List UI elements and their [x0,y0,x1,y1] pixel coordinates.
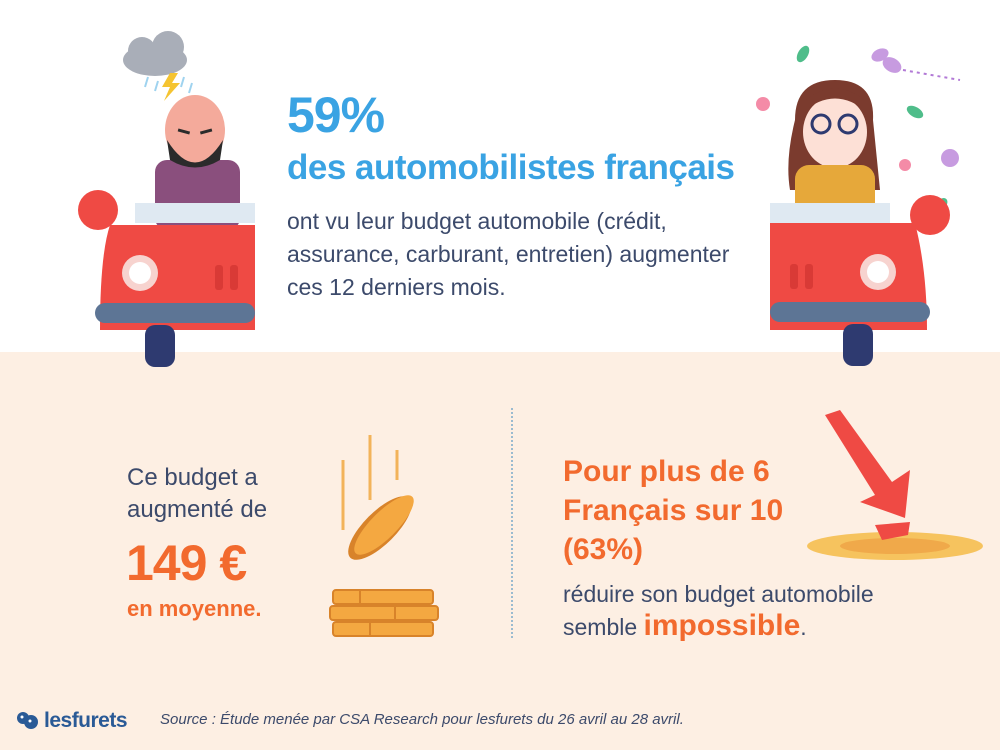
flower-icon [899,159,911,171]
leaf-icon [796,45,810,63]
right-stat-body: réduire son budget automobile semble imp… [563,578,943,643]
logo-text: lesfurets [44,709,128,732]
headline-percent: 59% [287,87,385,143]
coin-stack-icon [329,589,439,637]
butterfly-icon [871,48,961,81]
falling-coin-icon [341,435,414,560]
happy-woman-car-illustration [756,45,961,366]
angry-man-car-illustration [78,31,255,367]
left-stat-suffix: en moyenne. [127,596,262,621]
down-arrow-icon [807,410,983,560]
right-stat-end: . [800,614,807,640]
flower-icon [941,149,959,167]
headline-subject: des automobilistes français [287,148,735,187]
right-stat-title: Pour plus de 6 Français sur 10 (63%) [563,455,784,566]
flower-icon [756,97,770,111]
right-stat-body-text: réduire son budget automobile semble [563,581,874,640]
section-divider [511,408,513,638]
leaf-icon [906,105,924,119]
coin-illustration [329,435,439,637]
right-stat-emphasis: impossible [643,609,801,642]
headline-body: ont vu leur budget automobile (crédit, a… [287,208,730,300]
source-note: Source : Étude menée par CSA Research po… [160,711,684,728]
storm-cloud-icon [123,31,193,101]
left-stat-amount: 149 € [126,535,247,591]
footer-logo: lesfurets [14,708,128,734]
left-stat-intro: Ce budget a augmenté de [127,464,268,523]
ferret-logo-icon [17,712,38,729]
